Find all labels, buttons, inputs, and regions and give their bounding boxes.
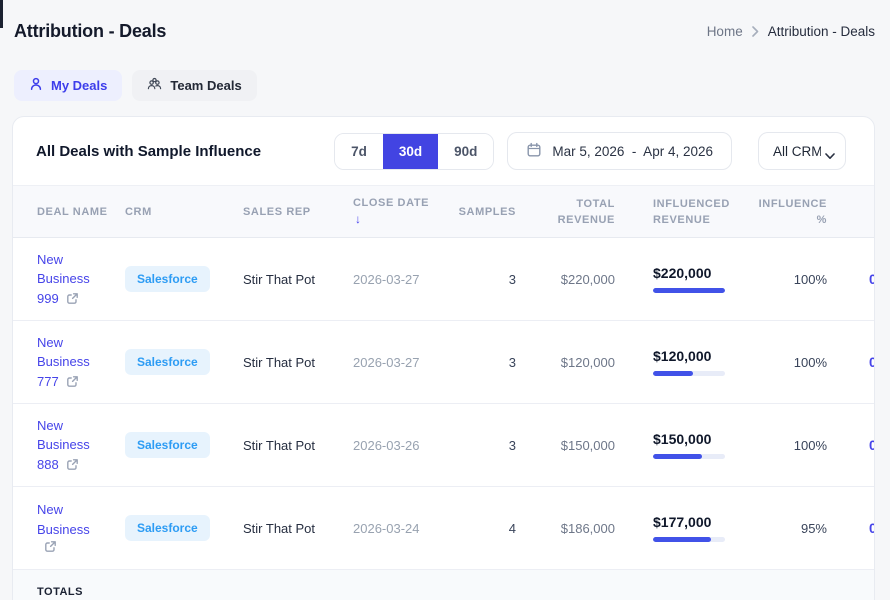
close-date-cell: 2026-03-26 (353, 403, 441, 487)
influence-pct-cell: 100% (755, 403, 869, 487)
total-revenue-cell: $120,000 (516, 320, 615, 404)
total-revenue-cell: $150,000 (516, 403, 615, 487)
samples-cell: 3 (441, 403, 516, 487)
crm-badge: Salesforce (125, 515, 210, 541)
calendar-icon (526, 142, 542, 161)
totals-label: TOTALS (37, 586, 83, 598)
table-row: New Business 888 Salesforce Stir That Po… (13, 403, 874, 487)
date-range-label: Mar 5, 2026 - Apr 4, 2026 (552, 143, 713, 159)
clipped-cell[interactable]: 0 (869, 320, 874, 404)
influence-pct-cell: 100% (755, 237, 869, 321)
clipped-cell[interactable]: 0 (869, 486, 874, 570)
influenced-revenue-cell: $177,000 (615, 486, 755, 570)
column-header-sales-rep[interactable]: SALES REP (243, 185, 353, 238)
influenced-revenue-cell: $220,000 (615, 237, 755, 321)
samples-cell: 3 (441, 237, 516, 321)
window-edge-artifact (0, 0, 3, 28)
deal-name-link[interactable]: New Business 888 (37, 417, 90, 472)
external-link-icon[interactable] (44, 540, 57, 556)
sales-rep-cell: Stir That Pot (243, 403, 353, 487)
samples-cell: 3 (441, 320, 516, 404)
card-header: All Deals with Sample Influence 7d 30d 9… (13, 117, 874, 185)
total-revenue-cell: $220,000 (516, 237, 615, 321)
column-header-deal-name[interactable]: DEAL NAME (13, 185, 125, 238)
table-row: New Business Salesforce Stir That Pot 20… (13, 486, 874, 570)
influenced-revenue-value: $120,000 (653, 348, 712, 364)
column-header-samples[interactable]: SAMPLES (441, 185, 516, 238)
person-icon (29, 77, 43, 94)
breadcrumb-current: Attribution - Deals (767, 24, 875, 39)
range-7d-button[interactable]: 7d (335, 133, 383, 169)
column-header-crm[interactable]: CRM (125, 185, 243, 238)
external-link-icon[interactable] (66, 375, 79, 391)
table-header-row: DEAL NAME CRM SALES REP CLOSE DATE ↓ SAM… (13, 185, 874, 238)
sales-rep-cell: Stir That Pot (243, 320, 353, 404)
deal-name-link[interactable]: New Business 999 (37, 251, 90, 306)
page-header: Attribution - Deals Home Attribution - D… (0, 0, 890, 42)
column-header-influence-pct[interactable]: INFLUENCE % (755, 185, 869, 238)
tab-my-deals[interactable]: My Deals (14, 70, 123, 101)
influenced-revenue-value: $150,000 (653, 431, 712, 447)
filter-controls: 7d 30d 90d Mar 5, 2026 - Apr 4, 2026 All… (334, 132, 846, 170)
influence-pct-cell: 95% (755, 486, 869, 570)
column-header-total-revenue[interactable]: TOTAL REVENUE (516, 185, 615, 238)
crm-filter-select[interactable]: All CRMs (758, 132, 846, 170)
sales-rep-cell: Stir That Pot (243, 486, 353, 570)
column-header-close-date[interactable]: CLOSE DATE ↓ (353, 185, 441, 238)
influenced-revenue-bar (653, 288, 725, 293)
clipped-cell[interactable]: 0 (869, 403, 874, 487)
breadcrumb-home-link[interactable]: Home (706, 24, 743, 39)
influenced-revenue-value: $220,000 (653, 265, 712, 281)
page-title: Attribution - Deals (14, 21, 167, 41)
sales-rep-cell: Stir That Pot (243, 237, 353, 321)
close-date-cell: 2026-03-24 (353, 486, 441, 570)
close-date-cell: 2026-03-27 (353, 237, 441, 321)
tab-my-deals-label: My Deals (51, 78, 108, 93)
influenced-revenue-bar (653, 537, 725, 542)
table-row: New Business 777 Salesforce Stir That Po… (13, 320, 874, 404)
influence-pct-cell: 100% (755, 320, 869, 404)
deals-table: DEAL NAME CRM SALES REP CLOSE DATE ↓ SAM… (13, 185, 874, 600)
influenced-revenue-bar (653, 454, 725, 459)
influenced-revenue-cell: $150,000 (615, 403, 755, 487)
totals-row: TOTALS (13, 569, 874, 600)
external-link-icon[interactable] (66, 458, 79, 474)
column-header-clipped (869, 185, 874, 238)
date-range-segmented-control: 7d 30d 90d (334, 132, 495, 170)
crm-badge: Salesforce (125, 266, 210, 292)
table-row: New Business 999 Salesforce Stir That Po… (13, 237, 874, 321)
deal-name-link[interactable]: New Business 777 (37, 334, 90, 389)
chevron-right-icon (751, 26, 759, 37)
influenced-revenue-value: $177,000 (653, 514, 712, 530)
crm-badge: Salesforce (125, 349, 210, 375)
close-date-cell: 2026-03-27 (353, 320, 441, 404)
crm-filter: All CRMs (758, 132, 846, 170)
influenced-revenue-bar (653, 371, 725, 376)
deals-tabs: My Deals Team Deals (14, 70, 890, 101)
breadcrumb: Home Attribution - Deals (707, 24, 875, 39)
external-link-icon[interactable] (66, 292, 79, 308)
samples-cell: 4 (441, 486, 516, 570)
deal-name-link[interactable]: New Business (37, 502, 90, 537)
deals-card: All Deals with Sample Influence 7d 30d 9… (12, 116, 875, 600)
crm-badge: Salesforce (125, 432, 210, 458)
sort-desc-icon: ↓ (355, 212, 362, 226)
team-icon (147, 77, 162, 94)
clipped-cell[interactable]: 0 (869, 237, 874, 321)
influenced-revenue-cell: $120,000 (615, 320, 755, 404)
column-header-influenced-revenue[interactable]: INFLUENCED REVENUE (615, 185, 755, 238)
tab-team-deals-label: Team Deals (170, 78, 242, 93)
total-revenue-cell: $186,000 (516, 486, 615, 570)
date-range-picker-button[interactable]: Mar 5, 2026 - Apr 4, 2026 (507, 132, 732, 170)
range-90d-button[interactable]: 90d (438, 133, 494, 169)
range-30d-button[interactable]: 30d (382, 133, 439, 169)
tab-team-deals[interactable]: Team Deals (132, 70, 257, 101)
card-heading: All Deals with Sample Influence (36, 142, 262, 160)
